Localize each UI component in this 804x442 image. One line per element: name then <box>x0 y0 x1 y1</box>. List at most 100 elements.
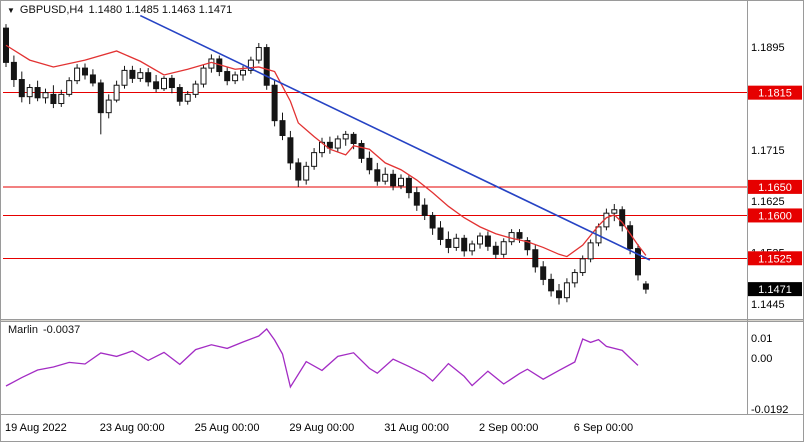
indicator-axis-label: 0.01 <box>751 333 772 345</box>
price-level-badge <box>748 251 802 266</box>
candle <box>224 71 231 82</box>
candle <box>153 81 160 90</box>
x-axis-label: 29 Aug 00:00 <box>289 422 354 434</box>
price-axis-label: 1.1715 <box>751 145 785 157</box>
candle <box>382 173 389 182</box>
price-level-badge-label: 1.1600 <box>758 210 792 222</box>
indicator-axis-label: -0.0192 <box>751 404 788 416</box>
x-axis-label: 2 Sep 00:00 <box>479 422 538 434</box>
candle <box>10 61 17 81</box>
candle <box>232 74 239 82</box>
candle <box>548 278 555 292</box>
indicator-line <box>5 328 639 389</box>
candle <box>168 77 175 89</box>
candle <box>34 87 41 99</box>
candle <box>342 133 349 140</box>
candle <box>18 79 25 98</box>
candle <box>421 204 428 216</box>
candle <box>303 165 310 181</box>
candle <box>74 67 81 82</box>
candle <box>279 120 286 136</box>
moving-average-line <box>5 44 647 258</box>
candle <box>287 137 294 164</box>
candle <box>492 245 499 255</box>
price-level-badge-label: 1.1815 <box>758 88 792 100</box>
candle <box>137 72 144 79</box>
candle <box>477 235 483 245</box>
candle <box>532 249 539 268</box>
candle <box>398 177 404 187</box>
symbol-timeframe: GBPUSD,H4 <box>19 4 84 16</box>
candle <box>271 84 278 122</box>
candle <box>326 141 333 149</box>
chart-title: ▼ GBPUSD,H4 1.1480 1.1485 1.1463 1.1471 <box>7 4 232 16</box>
indicator-label: Marlin -0.0037 <box>8 324 80 336</box>
price-axis-label: 1.1445 <box>751 299 785 311</box>
candle <box>500 241 507 255</box>
candle <box>145 72 152 83</box>
candle <box>556 290 562 299</box>
candle <box>26 87 33 98</box>
candle <box>358 142 365 159</box>
candle <box>587 242 594 260</box>
current-price-badge-label: 1.1471 <box>758 284 792 296</box>
candle <box>619 209 626 227</box>
candle <box>611 209 618 214</box>
price-level-badge-label: 1.1525 <box>758 253 792 265</box>
indicator-name: Marlin <box>8 324 38 336</box>
indicator-value: -0.0037 <box>42 324 81 336</box>
candle <box>366 157 373 171</box>
candle <box>121 69 128 86</box>
candle <box>161 77 167 90</box>
x-axis-label: 19 Aug 2022 <box>5 422 67 434</box>
price-level-badge-label: 1.1650 <box>758 182 792 194</box>
current-price-badge <box>748 282 802 297</box>
candle <box>484 235 491 247</box>
candle <box>453 237 460 248</box>
candle <box>50 93 57 105</box>
candle <box>445 238 452 248</box>
candle <box>413 192 420 206</box>
price-level-badge <box>748 179 802 194</box>
candle <box>89 74 96 84</box>
candle <box>263 47 270 86</box>
candle <box>571 272 578 284</box>
candle <box>516 232 523 239</box>
x-axis-label: 31 Aug 00:00 <box>384 422 449 434</box>
x-axis-label: 25 Aug 00:00 <box>195 422 260 434</box>
trendline <box>139 14 651 261</box>
panel-splitter <box>1 319 803 322</box>
candle <box>405 177 412 194</box>
price-level-badge <box>748 85 802 100</box>
candle <box>579 258 586 274</box>
candle <box>635 248 641 276</box>
candle <box>66 80 73 95</box>
candle <box>113 84 120 101</box>
indicator-axis-label: 0.00 <box>751 353 772 365</box>
candle <box>240 69 246 76</box>
candle <box>540 266 547 280</box>
candle <box>437 227 444 240</box>
candle <box>642 283 649 290</box>
candle <box>295 162 302 181</box>
symbol-dropdown-icon[interactable]: ▼ <box>7 5 15 15</box>
candle <box>247 59 254 71</box>
price-level-badge <box>748 208 802 223</box>
candle <box>255 47 262 61</box>
candle <box>184 93 191 102</box>
candle <box>334 138 341 149</box>
candle <box>176 87 183 102</box>
candle <box>129 69 136 79</box>
x-axis-label: 23 Aug 00:00 <box>100 422 165 434</box>
candle <box>469 243 476 252</box>
candle <box>58 93 65 105</box>
candle <box>390 173 397 187</box>
candle <box>97 82 104 114</box>
candle <box>200 67 207 85</box>
x-axis-label: 6 Sep 00:00 <box>574 422 633 434</box>
price-axis-label: 1.1895 <box>751 42 785 54</box>
candle <box>42 92 49 99</box>
ohlc-values: 1.1480 1.1485 1.1463 1.1471 <box>88 4 233 16</box>
